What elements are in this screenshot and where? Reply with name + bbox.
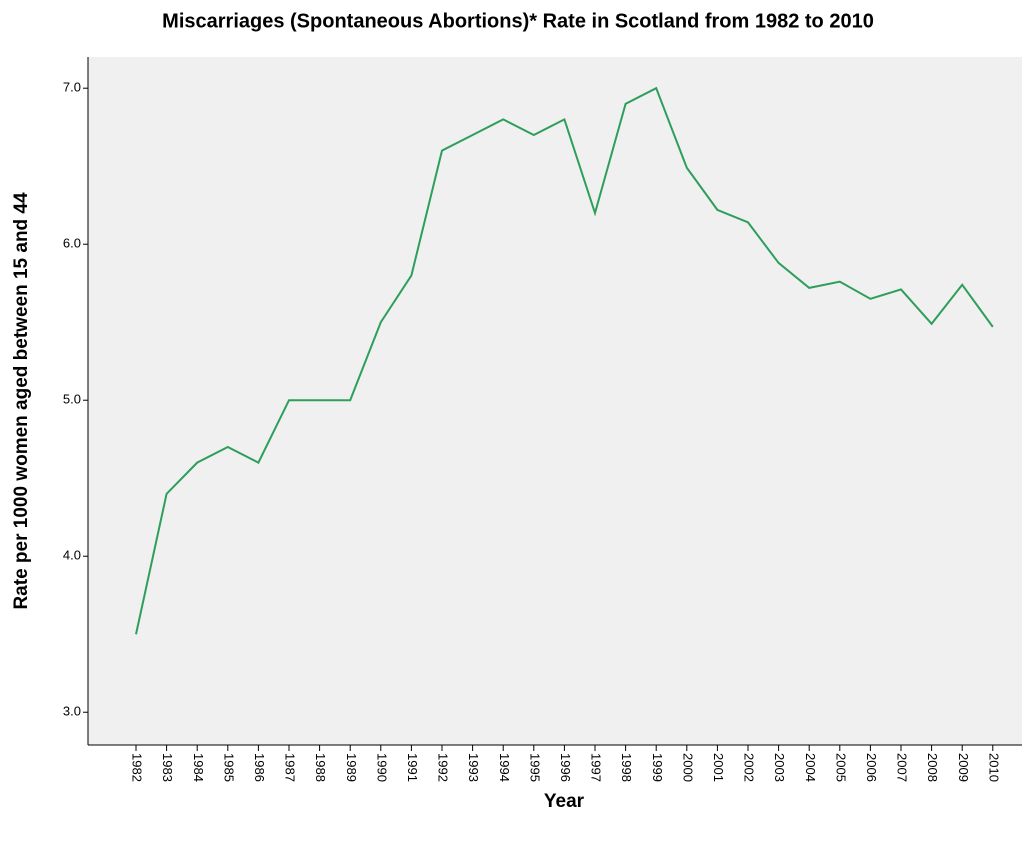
- x-tick-label: 1993: [466, 753, 481, 782]
- x-tick-label: 1997: [589, 753, 604, 782]
- x-tick-label: 1985: [221, 753, 236, 782]
- x-tick-label: 1996: [558, 753, 573, 782]
- data-line: [135, 86, 994, 635]
- y-tick-label: 4.0: [63, 548, 81, 563]
- x-tick-label: 1983: [160, 753, 175, 782]
- x-tick-label: 2005: [833, 753, 848, 782]
- x-tick-label: 2001: [711, 753, 726, 782]
- x-tick-label: 1990: [374, 753, 389, 782]
- plot-area: [88, 57, 1022, 745]
- x-tick-label: 2002: [742, 753, 757, 782]
- x-tick-label: 1986: [252, 753, 267, 782]
- x-tick-label: 2009: [956, 753, 971, 782]
- x-tick-label: 1992: [436, 753, 451, 782]
- x-tick-label: 1994: [497, 753, 512, 782]
- x-tick-label: 2000: [680, 753, 695, 782]
- x-tick-label: 1999: [650, 753, 665, 782]
- x-tick-label: 1991: [405, 753, 420, 782]
- y-axis-title: Rate per 1000 women aged between 15 and …: [11, 192, 32, 610]
- y-tick-label: 7.0: [63, 80, 81, 95]
- chart-title: Miscarriages (Spontaneous Abortions)* Ra…: [162, 10, 874, 32]
- x-tick-label: 1988: [313, 753, 328, 782]
- x-tick-label: 1995: [527, 753, 542, 782]
- x-tick-label: 2006: [864, 753, 879, 782]
- x-tick-label: 2004: [803, 753, 818, 782]
- x-tick-label: 2007: [895, 753, 910, 782]
- x-tick-label: 1989: [344, 753, 359, 782]
- y-tick-label: 6.0: [63, 236, 81, 251]
- y-tick-label: 5.0: [63, 392, 81, 407]
- x-tick-label: 1984: [191, 753, 206, 782]
- x-tick-label: 2003: [772, 753, 787, 782]
- y-tick-label: 3.0: [63, 704, 81, 719]
- x-tick-label: 1982: [130, 753, 145, 782]
- x-tick-label: 1998: [619, 753, 634, 782]
- x-tick-label: 2008: [925, 753, 940, 782]
- x-tick-label: 1987: [283, 753, 298, 782]
- x-axis-title: Year: [544, 791, 585, 812]
- x-tick-label: 2010: [986, 753, 1001, 782]
